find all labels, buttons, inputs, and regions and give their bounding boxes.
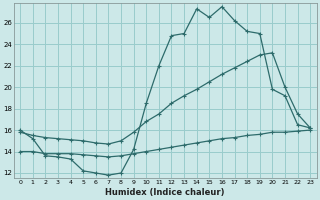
X-axis label: Humidex (Indice chaleur): Humidex (Indice chaleur) <box>106 188 225 197</box>
